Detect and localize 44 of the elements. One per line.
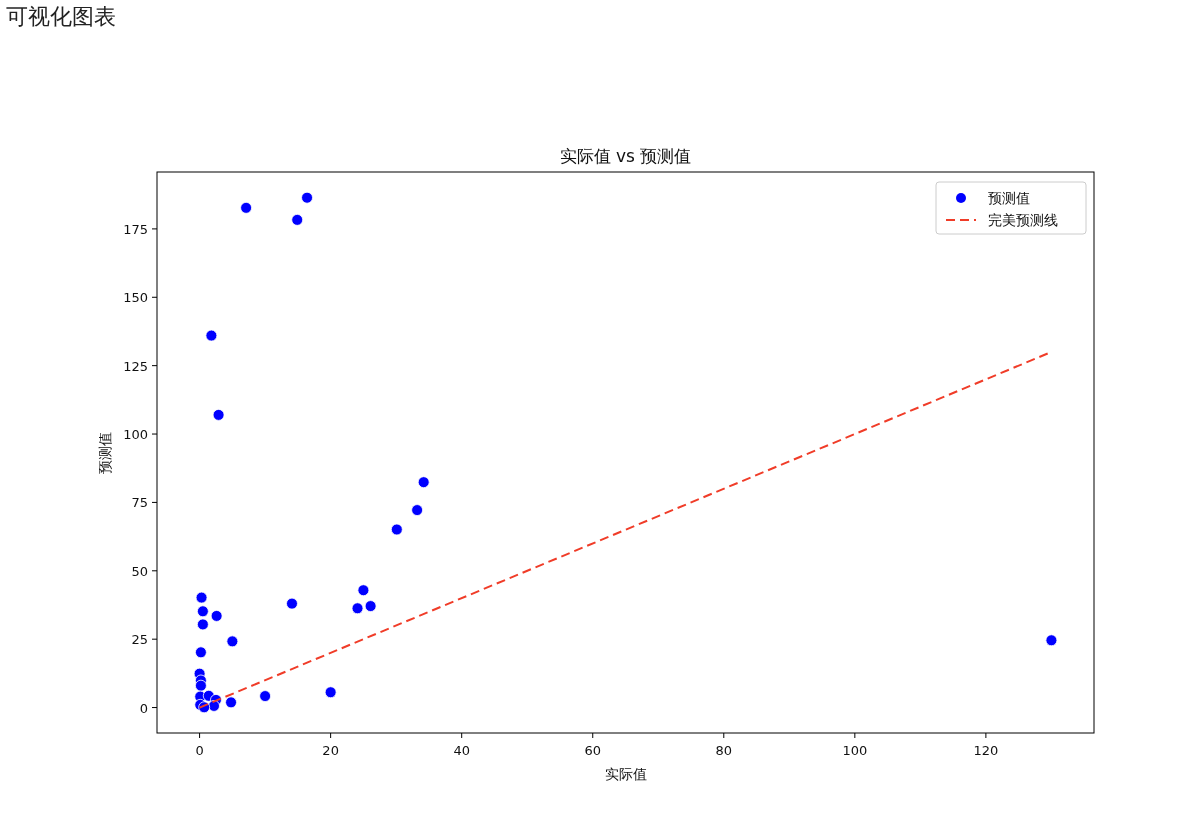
y-tick-label: 175	[123, 221, 148, 237]
y-tick-label: 125	[123, 358, 148, 374]
y-tick-label: 100	[123, 427, 148, 443]
point	[259, 690, 272, 702]
point	[196, 605, 209, 618]
point	[212, 408, 225, 421]
point	[1045, 634, 1058, 647]
x-tick-label: 80	[715, 743, 733, 758]
y-tick-label: 50	[131, 563, 148, 579]
point	[225, 696, 237, 709]
text: 可视化图表	[6, 4, 116, 29]
point	[411, 504, 424, 516]
point	[196, 618, 209, 631]
point	[417, 476, 430, 489]
point	[390, 523, 403, 536]
legend-label: 预测值	[988, 190, 1030, 206]
x-tick-label: 60	[584, 743, 602, 758]
x-tick-label: 20	[322, 743, 339, 758]
x-tick-label: 40	[453, 743, 470, 758]
point	[195, 679, 207, 692]
y-tick-label: 0	[139, 700, 148, 716]
y-axis-title: 预测值	[97, 431, 113, 474]
point	[195, 591, 208, 604]
y-tick-label: 150	[123, 290, 148, 306]
y-tick-label: 25	[131, 632, 148, 648]
point	[195, 646, 207, 659]
point	[301, 191, 313, 204]
point	[240, 201, 253, 214]
x-tick-label: 0	[195, 743, 204, 758]
point	[291, 213, 304, 226]
point	[205, 329, 218, 342]
x-axis-title: 实际值	[604, 766, 647, 782]
point	[324, 686, 337, 699]
point	[210, 610, 223, 622]
x-tick-label: 100	[842, 743, 868, 758]
x-tick-label: 120	[973, 743, 999, 758]
point	[286, 597, 298, 610]
legend-label: 完美预测线	[988, 212, 1058, 228]
chart-title: 实际值 vs 预测值	[559, 146, 692, 166]
point	[351, 602, 364, 615]
y-tick-label: 75	[131, 495, 148, 511]
point	[357, 584, 370, 597]
point	[226, 635, 239, 648]
point	[364, 600, 377, 612]
